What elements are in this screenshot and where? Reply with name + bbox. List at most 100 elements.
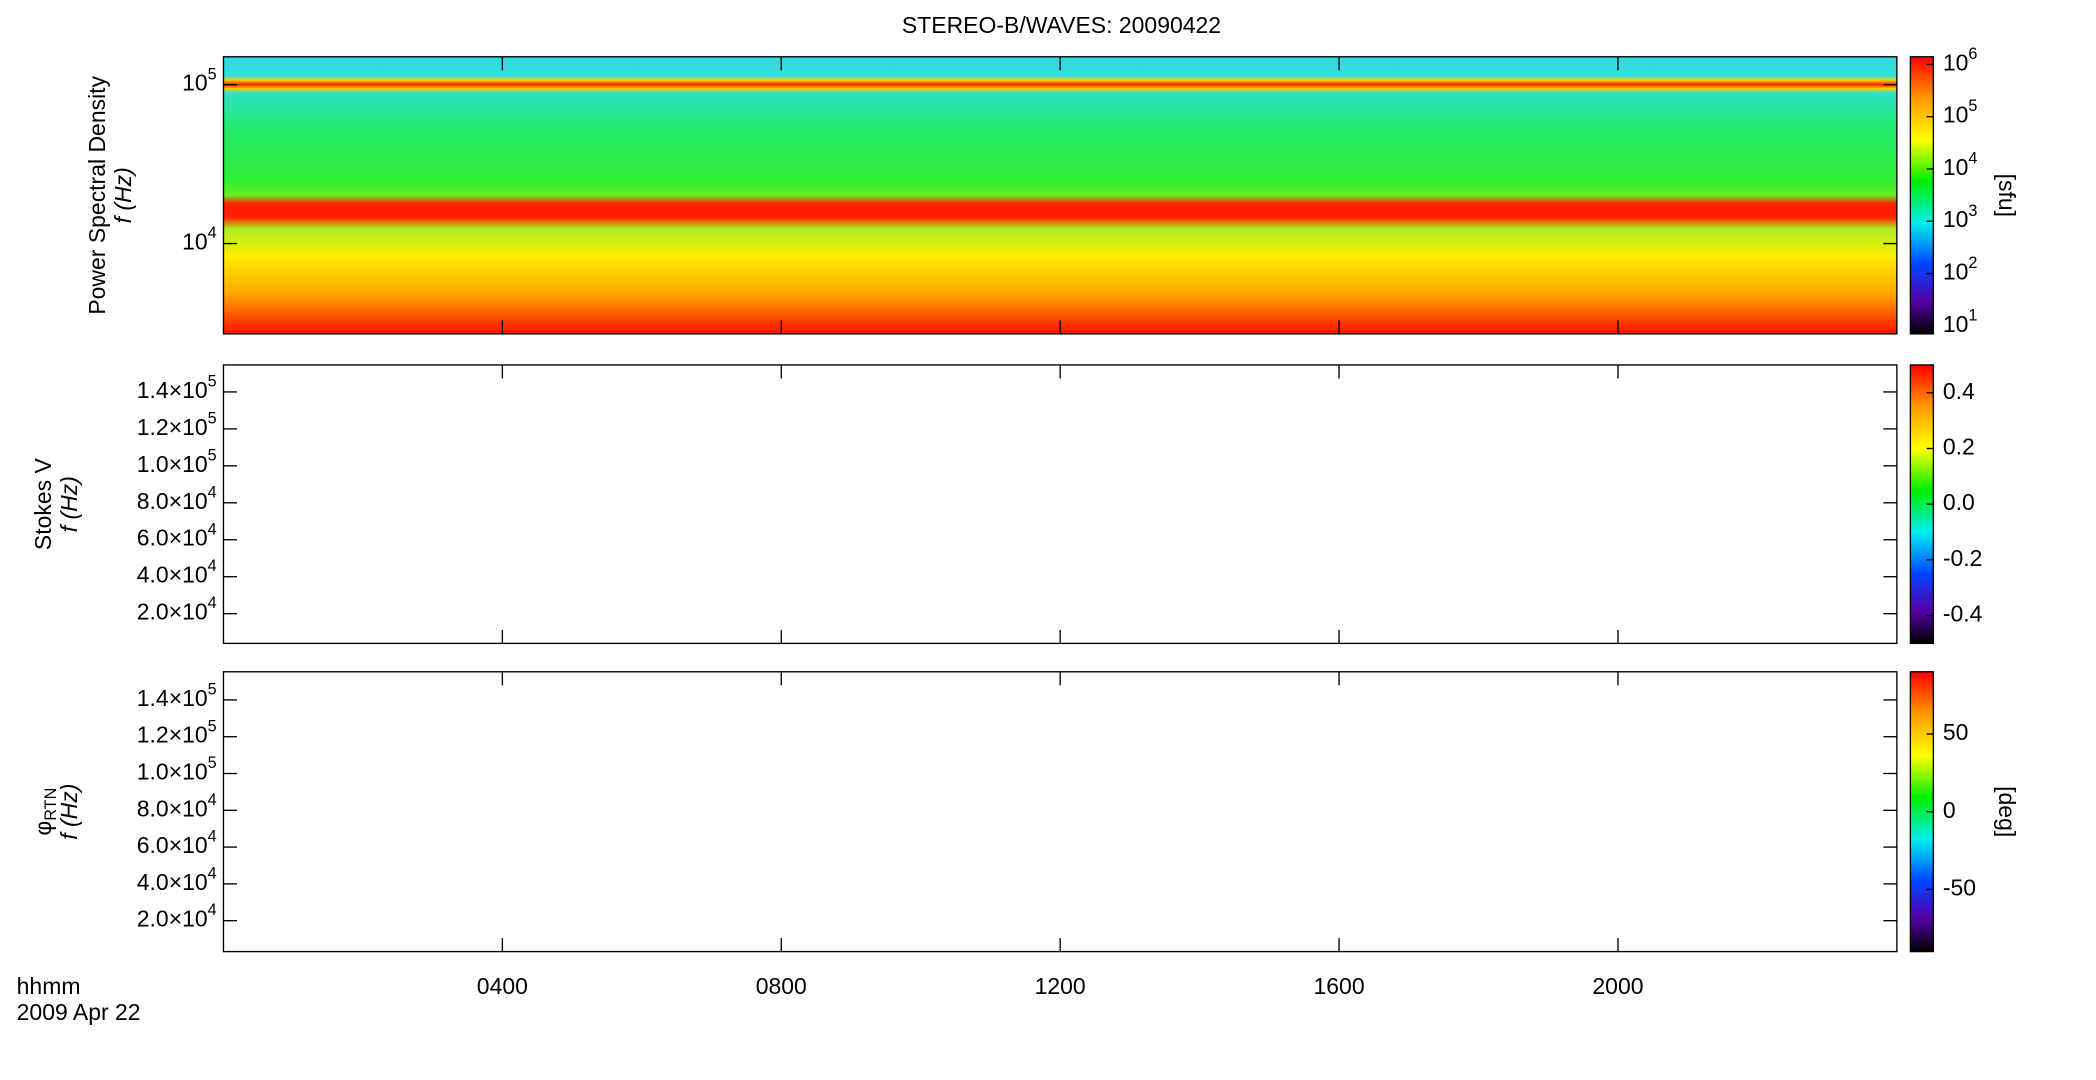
colorbar-tick-label-exponent: 5 bbox=[1968, 98, 1977, 116]
colorbar-tick-label: 50 bbox=[1943, 719, 1969, 745]
y-tick-label: 8.0×104 bbox=[137, 791, 217, 821]
x-tick-label: 0400 bbox=[477, 973, 528, 999]
y-tick-label-exponent: 5 bbox=[208, 373, 217, 391]
y-tick-label: 1.4×105 bbox=[137, 681, 217, 711]
plot-frame bbox=[222, 671, 1898, 953]
colorbar-tick-label-base: 10 bbox=[1943, 154, 1969, 180]
colorbar-tick-label: 105 bbox=[1943, 98, 1978, 128]
y-tick-label-base: 1.4×10 bbox=[137, 377, 208, 403]
y-tick-label-exponent: 4 bbox=[208, 828, 217, 846]
y-tick-label-base: 6.0×10 bbox=[137, 832, 208, 858]
y-axis-label: f (Hz) bbox=[56, 784, 82, 840]
y-tick-label-base: 1.2×10 bbox=[137, 722, 208, 748]
colorbar-tick-label: 0.0 bbox=[1943, 489, 1975, 515]
colorbar-tick-label-base: 10 bbox=[1943, 206, 1969, 232]
colorbar-tick-label-exponent: 3 bbox=[1968, 202, 1977, 220]
y-tick-label-exponent: 4 bbox=[208, 902, 217, 920]
y-tick-label: 4.0×104 bbox=[137, 558, 217, 588]
colorbar-tick-label-base: 10 bbox=[1943, 259, 1969, 285]
y-axis-label-sub: RTN bbox=[42, 788, 60, 821]
y-tick-label: 1.4×105 bbox=[137, 373, 217, 403]
x-tick-label: 1200 bbox=[1035, 973, 1086, 999]
y-tick-label-exponent: 5 bbox=[208, 66, 217, 84]
y-tick-label: 1.2×105 bbox=[137, 410, 217, 440]
y-tick-label-base: 1.0×10 bbox=[137, 451, 208, 477]
y-tick-label-exponent: 4 bbox=[208, 484, 217, 502]
y-tick-label-base: 1.2×10 bbox=[137, 414, 208, 440]
y-tick-label-base: 4.0×10 bbox=[137, 562, 208, 588]
y-axis-label: Power Spectral Density bbox=[84, 75, 110, 314]
y-tick-label-exponent: 4 bbox=[208, 791, 217, 809]
y-tick-label: 2.0×104 bbox=[137, 594, 217, 624]
y-axis-label-text: φ bbox=[30, 821, 56, 836]
y-tick-label-base: 1.4×10 bbox=[137, 685, 208, 711]
y-axis-label: f (Hz) bbox=[110, 167, 136, 223]
colorbar-tick-label-base: 10 bbox=[1943, 49, 1969, 75]
x-tick-label: 1600 bbox=[1314, 973, 1365, 999]
colorbar-tick-label-exponent: 2 bbox=[1968, 254, 1977, 272]
colorbar-label: [sfu] bbox=[1994, 174, 2020, 217]
y-tick-label-exponent: 5 bbox=[208, 447, 217, 465]
colorbar-label: [deg] bbox=[1994, 786, 2020, 837]
y-tick-label: 6.0×104 bbox=[137, 521, 217, 551]
colorbar-tick-label-base: 0.0 bbox=[1943, 489, 1975, 515]
y-tick-label-exponent: 4 bbox=[208, 558, 217, 576]
y-axis-label-text: Power Spectral Density bbox=[84, 75, 110, 314]
y-tick-label: 4.0×104 bbox=[137, 865, 217, 895]
colorbar-tick-label-base: 10 bbox=[1943, 102, 1969, 128]
y-tick-label-base: 8.0×10 bbox=[137, 488, 208, 514]
colorbar-tick-label: -50 bbox=[1943, 874, 1976, 900]
colorbar-tick-label-base: 10 bbox=[1943, 311, 1969, 337]
x-tick-label-base: 0400 bbox=[477, 973, 528, 999]
y-tick-label-exponent: 4 bbox=[208, 224, 217, 242]
colorbar-tick-label: 106 bbox=[1943, 45, 1978, 75]
y-tick-label-base: 6.0×10 bbox=[137, 525, 208, 551]
y-tick-label-exponent: 4 bbox=[208, 594, 217, 612]
x-tick-label-base: 0800 bbox=[756, 973, 807, 999]
colorbar-tick-label: 102 bbox=[1943, 254, 1978, 284]
x-axis-label: hhmm bbox=[17, 973, 81, 999]
y-tick-label-base: 2.0×10 bbox=[137, 599, 208, 625]
y-tick-label-exponent: 5 bbox=[208, 681, 217, 699]
colorbar-tick-label-exponent: 6 bbox=[1968, 45, 1977, 63]
x-tick-label: 2000 bbox=[1592, 973, 1643, 999]
y-tick-label: 1.2×105 bbox=[137, 718, 217, 748]
y-axis-label: Stokes V bbox=[30, 458, 56, 551]
spectrogram-image bbox=[223, 56, 1897, 334]
y-axis-label: φRTN bbox=[30, 788, 60, 836]
y-tick-label-exponent: 5 bbox=[208, 718, 217, 736]
x-tick-label-base: 1600 bbox=[1314, 973, 1365, 999]
plot-frame bbox=[222, 364, 1898, 645]
y-tick-label-base: 2.0×10 bbox=[137, 906, 208, 932]
colorbar-tick-label: 0.4 bbox=[1943, 378, 1975, 404]
colorbar-tick-label: 101 bbox=[1943, 307, 1978, 337]
colorbar-tick-label: 0 bbox=[1943, 797, 1956, 823]
x-tick-label-base: 2000 bbox=[1592, 973, 1643, 999]
colorbar bbox=[1909, 56, 1935, 335]
y-tick-label-exponent: 5 bbox=[208, 754, 217, 772]
y-tick-label-base: 10 bbox=[182, 70, 208, 96]
chart-title: STEREO-B/WAVES: 20090422 bbox=[902, 12, 1221, 38]
y-tick-label-base: 4.0×10 bbox=[137, 869, 208, 895]
colorbar-tick-label: -0.2 bbox=[1943, 545, 1983, 571]
y-tick-label: 1.0×105 bbox=[137, 447, 217, 477]
x-tick-label-base: 1200 bbox=[1035, 973, 1086, 999]
colorbar-tick-label: -0.4 bbox=[1943, 601, 1983, 627]
y-tick-label-base: 10 bbox=[182, 229, 208, 255]
y-tick-label-exponent: 5 bbox=[208, 410, 217, 428]
colorbar-tick-label: 103 bbox=[1943, 202, 1978, 232]
y-tick-label: 8.0×104 bbox=[137, 484, 217, 514]
y-tick-label: 6.0×104 bbox=[137, 828, 217, 858]
colorbar-tick-label-exponent: 1 bbox=[1968, 307, 1977, 325]
y-axis-label-text: Stokes V bbox=[30, 458, 56, 551]
y-tick-label-base: 8.0×10 bbox=[137, 795, 208, 821]
y-tick-label: 105 bbox=[182, 66, 217, 96]
x-tick-label: 0800 bbox=[756, 973, 807, 999]
y-axis-label: f (Hz) bbox=[56, 476, 82, 532]
y-tick-label-exponent: 4 bbox=[208, 865, 217, 883]
y-tick-label-exponent: 4 bbox=[208, 521, 217, 539]
y-tick-label: 1.0×105 bbox=[137, 754, 217, 784]
y-tick-label: 2.0×104 bbox=[137, 902, 217, 932]
colorbar-tick-label: 104 bbox=[1943, 150, 1978, 180]
